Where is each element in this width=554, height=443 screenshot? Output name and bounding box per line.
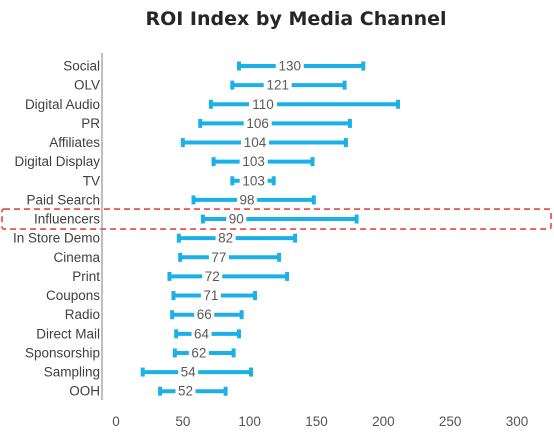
bars-layer: 130 121 110 106 104 103 103 98 90 82 77 72 71 66 64 62 5… xyxy=(140,59,401,399)
category-label-sampling: Sampling xyxy=(44,365,100,380)
value-label-ooh: 52 xyxy=(178,384,193,399)
value-label-bg-paid-search xyxy=(236,192,257,207)
value-label-bg-digital-audio xyxy=(249,97,278,112)
value-label-bg-affiliates xyxy=(241,135,270,150)
category-label-tv: TV xyxy=(83,173,100,188)
value-label-paid-search: 98 xyxy=(239,192,254,207)
chart-title: ROI Index by Media Channel xyxy=(145,8,446,30)
value-label-bg-tv xyxy=(239,173,268,188)
value-label-print: 72 xyxy=(205,269,220,284)
value-label-sampling: 54 xyxy=(181,365,197,380)
value-label-digital-audio: 110 xyxy=(252,97,274,112)
category-label-digital-display: Digital Display xyxy=(14,154,100,169)
x-tick-label-150: 150 xyxy=(305,414,328,429)
category-label-digital-audio: Digital Audio xyxy=(25,97,100,112)
category-label-influencers: Influencers xyxy=(34,212,100,227)
value-label-pr: 106 xyxy=(246,116,269,131)
category-label-paid-search: Paid Search xyxy=(26,192,100,207)
value-label-bg-direct-mail xyxy=(191,326,212,341)
x-tick-label-100: 100 xyxy=(238,414,261,429)
category-label-cinema: Cinema xyxy=(53,250,100,265)
x-tick-label-250: 250 xyxy=(439,414,462,429)
category-label-olv: OLV xyxy=(74,78,100,93)
value-label-bg-print xyxy=(202,269,223,284)
value-label-influencers: 90 xyxy=(229,212,244,227)
x-tick-label-200: 200 xyxy=(372,414,395,429)
x-tick-label-300: 300 xyxy=(506,414,529,429)
value-label-in-store-demo: 82 xyxy=(218,231,233,246)
value-label-bg-radio xyxy=(194,307,215,322)
category-label-radio: Radio xyxy=(65,307,100,322)
value-label-sponsorship: 62 xyxy=(191,345,206,360)
labels-layer: Social OLV Digital Audio PR Affiliates Digita… xyxy=(13,59,101,399)
value-label-bg-cinema xyxy=(208,250,229,265)
category-label-in-store-demo: In Store Demo xyxy=(13,231,100,246)
value-label-digital-display: 103 xyxy=(242,154,265,169)
value-label-tv: 103 xyxy=(242,173,265,188)
category-label-direct-mail: Direct Mail xyxy=(36,326,100,341)
category-label-sponsorship: Sponsorship xyxy=(25,345,100,360)
value-label-coupons: 71 xyxy=(203,288,218,303)
category-label-ooh: OOH xyxy=(69,384,100,399)
value-label-bg-digital-display xyxy=(239,154,268,169)
value-label-bg-sponsorship xyxy=(188,345,209,360)
value-label-bg-social xyxy=(275,59,304,73)
value-label-social: 130 xyxy=(279,59,302,74)
value-label-affiliates: 104 xyxy=(244,135,267,150)
value-label-bg-pr xyxy=(243,116,272,131)
category-label-print: Print xyxy=(72,269,100,284)
value-label-bg-ooh xyxy=(175,384,196,399)
value-label-olv: 121 xyxy=(266,78,289,93)
value-label-radio: 66 xyxy=(197,307,212,322)
category-label-social: Social xyxy=(63,59,100,74)
value-label-bg-sampling xyxy=(178,365,199,380)
value-label-bg-in-store-demo xyxy=(215,231,236,246)
value-label-bg-olv xyxy=(263,78,292,93)
x-tick-label-50: 50 xyxy=(175,414,190,429)
category-label-coupons: Coupons xyxy=(46,288,100,303)
x-tick-label-0: 0 xyxy=(112,414,120,429)
category-label-affiliates: Affiliates xyxy=(49,135,100,150)
highlight-layer xyxy=(1,208,552,230)
value-label-bg-influencers xyxy=(226,212,247,227)
value-label-bg-coupons xyxy=(200,288,221,303)
value-label-cinema: 77 xyxy=(211,250,226,265)
highlight-box-influencers xyxy=(1,208,552,230)
value-label-direct-mail: 64 xyxy=(194,326,210,341)
category-label-pr: PR xyxy=(81,116,100,131)
axis-layer: 0 50 100 150 200 250 300 xyxy=(101,53,529,429)
